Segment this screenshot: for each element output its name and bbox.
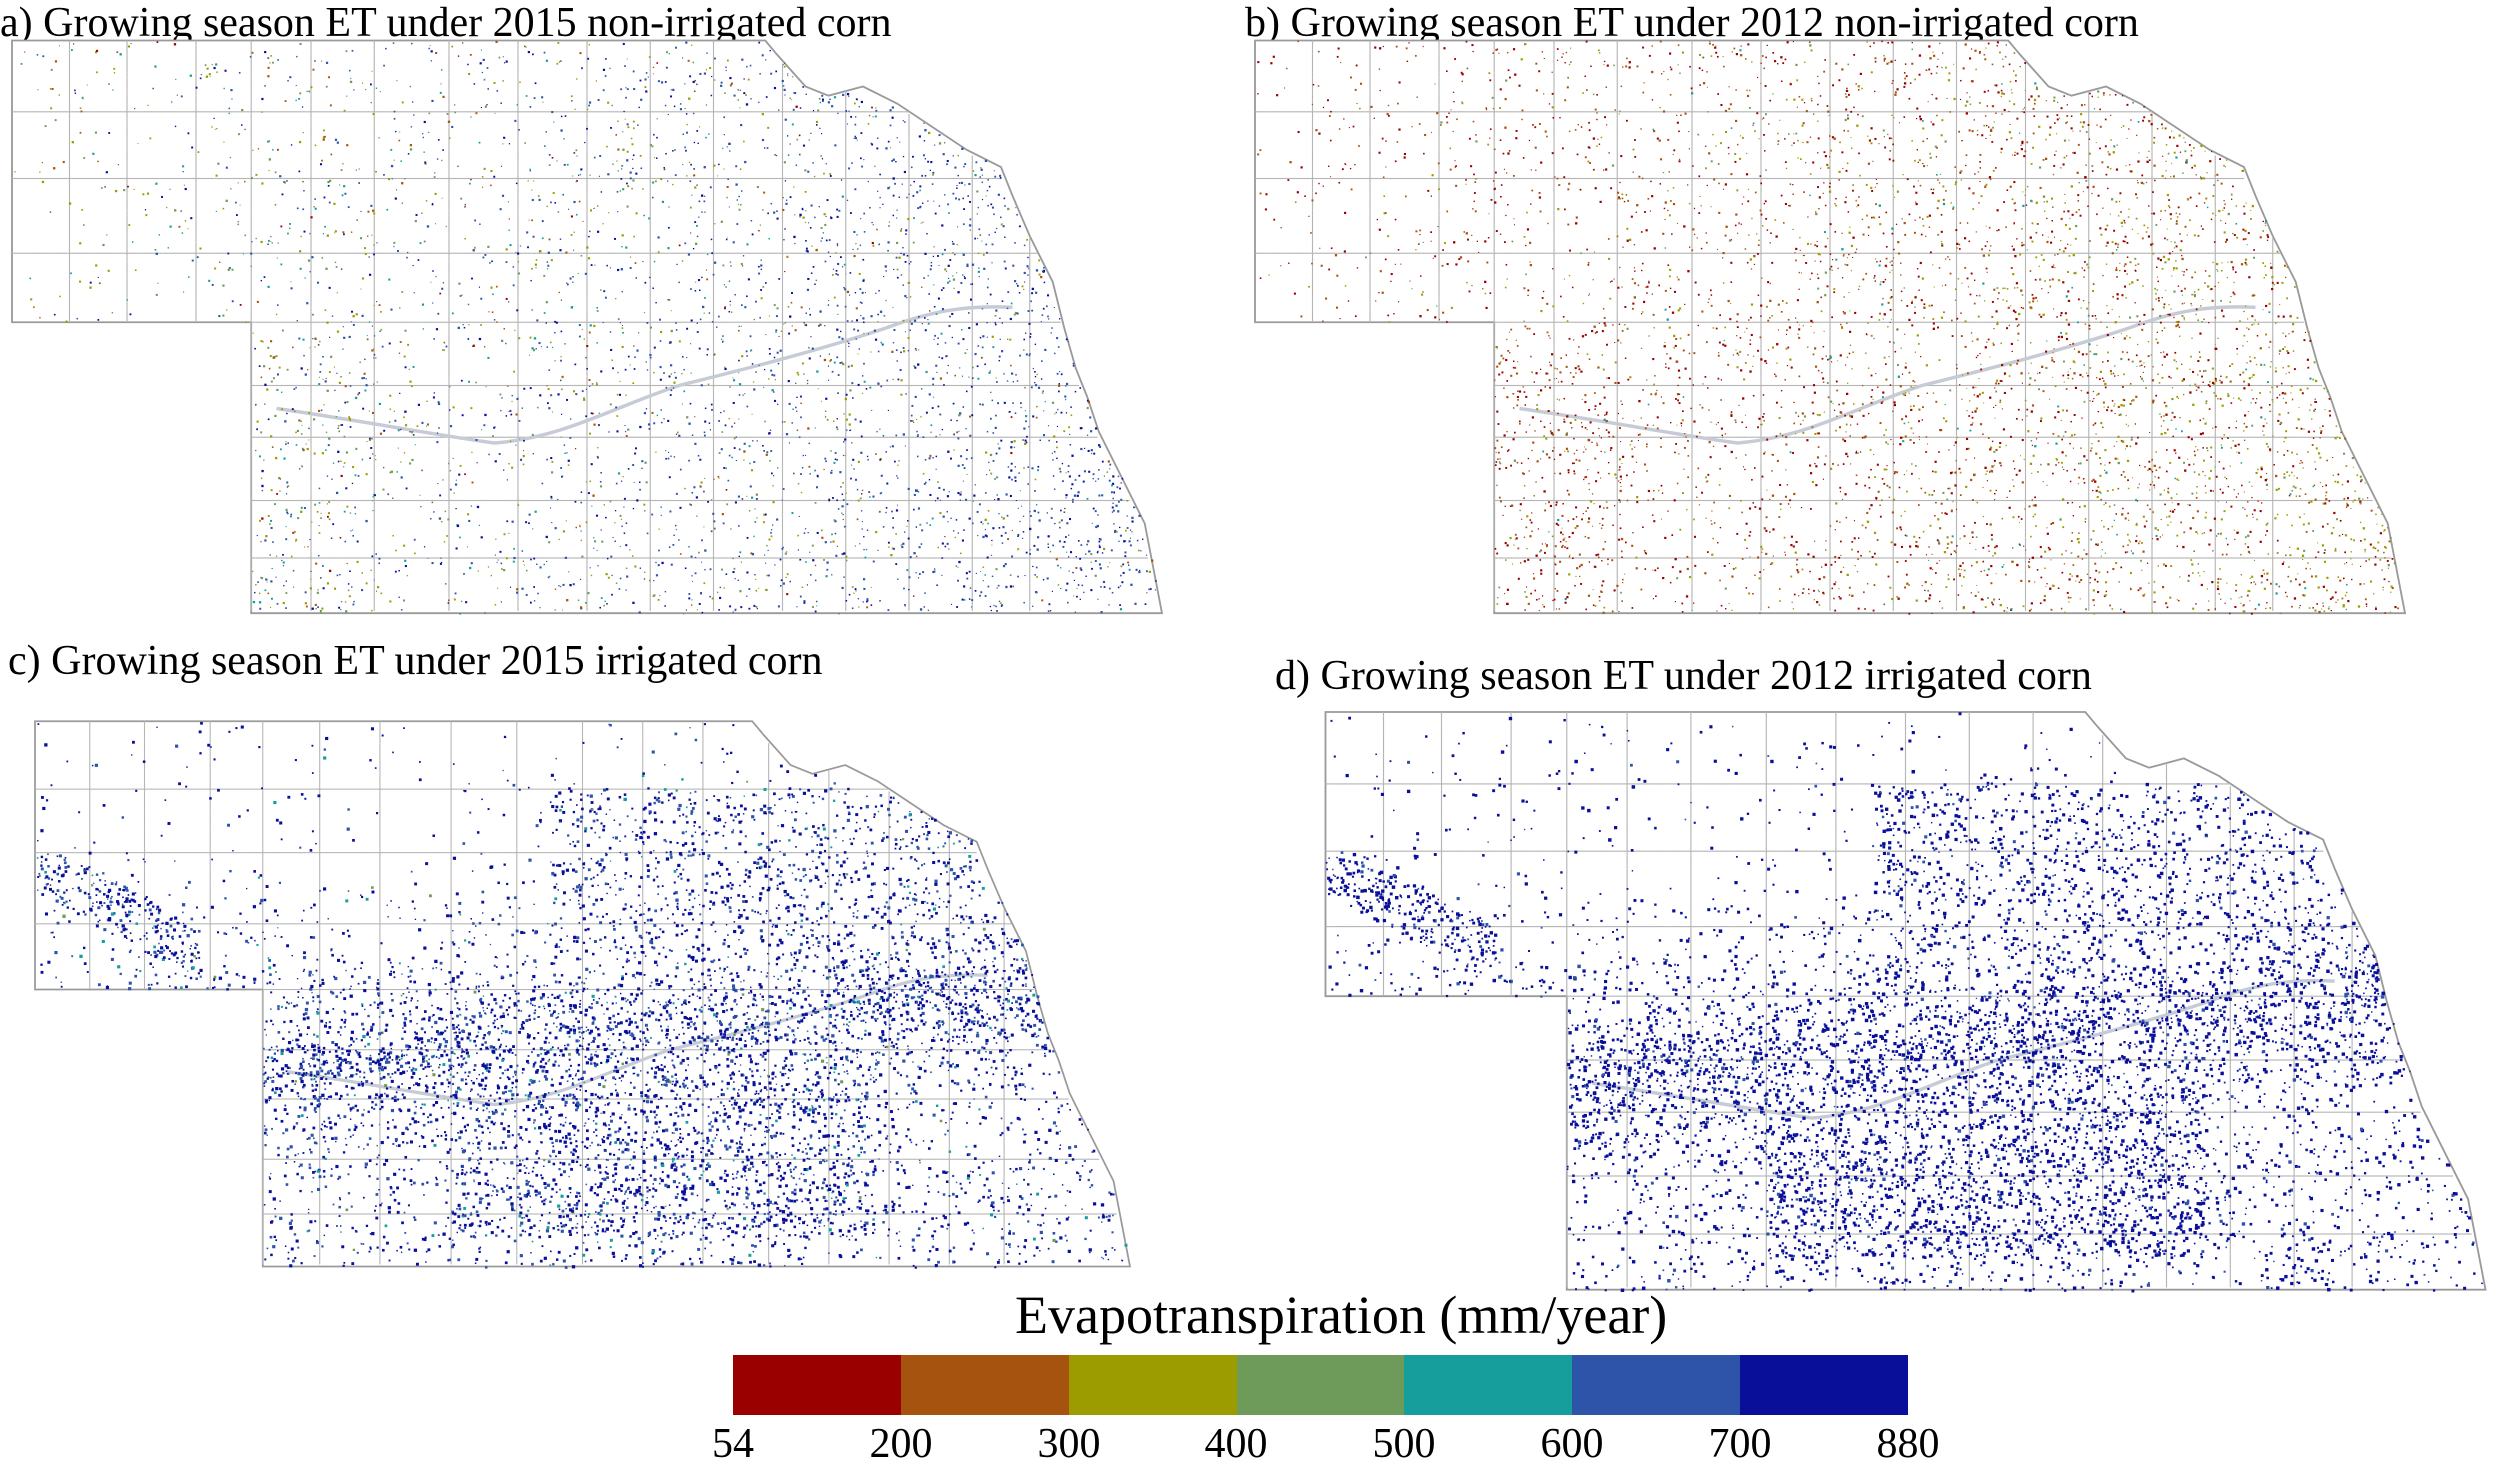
- legend-tick-600: 600: [1541, 1420, 1604, 1468]
- legend-tick-300: 300: [1038, 1420, 1101, 1468]
- legend-colorbar: [733, 1355, 1908, 1415]
- legend-swatch-54-200: [733, 1355, 901, 1415]
- legend-swatch-400-500: [1237, 1355, 1405, 1415]
- panel-a-map: [12, 38, 1162, 618]
- legend-title: Evapotranspiration (mm/year): [1015, 1284, 1667, 1346]
- legend-tick-500: 500: [1373, 1420, 1436, 1468]
- legend-swatch-500-600: [1404, 1355, 1572, 1415]
- panel-c-title: c) Growing season ET under 2015 irrigate…: [8, 640, 823, 682]
- panel-c-map: [35, 710, 1130, 1280]
- panel-d-title: d) Growing season ET under 2012 irrigate…: [1275, 655, 2092, 697]
- legend-tick-880: 880: [1877, 1420, 1940, 1468]
- legend-tick-700: 700: [1709, 1420, 1772, 1468]
- legend-tick-54: 54: [712, 1420, 754, 1468]
- legend-swatch-300-400: [1069, 1355, 1237, 1415]
- legend-swatch-200-300: [901, 1355, 1069, 1415]
- legend-swatch-700-880: [1740, 1355, 1908, 1415]
- legend-swatch-600-700: [1572, 1355, 1740, 1415]
- panel-b-map: [1255, 38, 2405, 618]
- legend-tick-200: 200: [870, 1420, 933, 1468]
- panel-d-map: [1318, 712, 2493, 1292]
- legend-tick-400: 400: [1205, 1420, 1268, 1468]
